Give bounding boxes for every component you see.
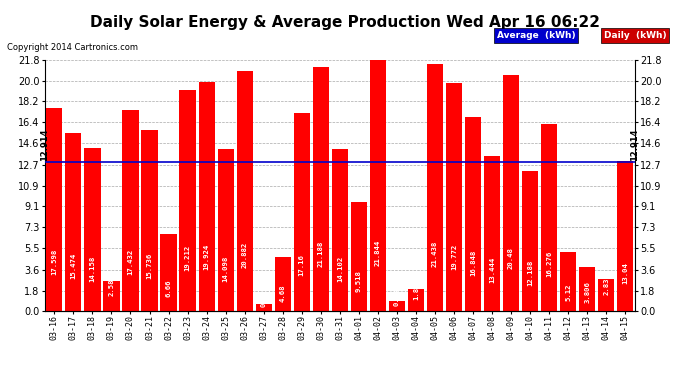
Bar <box>66 133 81 311</box>
Bar <box>351 201 367 311</box>
Bar <box>217 149 234 311</box>
Bar <box>427 64 443 311</box>
Bar <box>579 267 595 311</box>
Text: 17.16: 17.16 <box>299 254 305 276</box>
Bar <box>617 161 633 311</box>
Text: 16.848: 16.848 <box>470 250 476 276</box>
Text: 12.914: 12.914 <box>40 128 50 160</box>
Text: 21.438: 21.438 <box>432 240 438 267</box>
Text: 19.924: 19.924 <box>204 244 210 270</box>
Text: 12.188: 12.188 <box>527 260 533 286</box>
Bar <box>104 281 119 311</box>
Bar <box>408 290 424 311</box>
Bar <box>141 130 157 311</box>
Text: 1.89: 1.89 <box>413 283 419 300</box>
Text: 21.188: 21.188 <box>318 241 324 267</box>
Bar <box>370 60 386 311</box>
Bar <box>465 117 481 311</box>
Bar <box>46 108 63 311</box>
Text: 2.838: 2.838 <box>603 273 609 295</box>
Bar <box>332 149 348 311</box>
Text: 9.518: 9.518 <box>356 270 362 291</box>
Text: 14.102: 14.102 <box>337 256 343 282</box>
Bar <box>294 114 310 311</box>
Text: 15.474: 15.474 <box>70 253 77 279</box>
Text: 4.68: 4.68 <box>279 284 286 302</box>
Text: 20.48: 20.48 <box>508 247 514 269</box>
Text: 21.844: 21.844 <box>375 240 381 266</box>
Text: 17.598: 17.598 <box>51 249 57 275</box>
Text: 0.664: 0.664 <box>261 285 267 308</box>
Text: 5.12: 5.12 <box>565 283 571 301</box>
Bar <box>161 234 177 311</box>
Bar <box>522 171 538 311</box>
Bar <box>313 67 329 311</box>
Text: Copyright 2014 Cartronics.com: Copyright 2014 Cartronics.com <box>7 43 138 52</box>
Text: Average  (kWh): Average (kWh) <box>497 31 575 40</box>
Bar <box>560 252 576 311</box>
Text: 14.098: 14.098 <box>223 256 228 282</box>
Text: 0.932: 0.932 <box>394 284 400 306</box>
Text: 13.444: 13.444 <box>489 257 495 284</box>
Bar <box>275 257 290 311</box>
Text: 6.66: 6.66 <box>166 280 172 297</box>
Bar <box>237 70 253 311</box>
Bar <box>503 75 519 311</box>
Bar <box>598 279 614 311</box>
Text: 13.04: 13.04 <box>622 262 629 284</box>
Text: 19.772: 19.772 <box>451 244 457 270</box>
Text: 19.212: 19.212 <box>185 245 190 272</box>
Text: 3.806: 3.806 <box>584 282 590 303</box>
Text: 15.736: 15.736 <box>146 252 152 279</box>
Bar <box>199 82 215 311</box>
Text: 17.432: 17.432 <box>128 249 133 275</box>
Text: Daily Solar Energy & Average Production Wed Apr 16 06:22: Daily Solar Energy & Average Production … <box>90 15 600 30</box>
Text: 14.158: 14.158 <box>90 256 95 282</box>
Text: 12.914: 12.914 <box>630 128 640 160</box>
Bar <box>122 110 139 311</box>
Text: Daily  (kWh): Daily (kWh) <box>604 31 667 40</box>
Bar <box>389 300 405 311</box>
Text: 20.882: 20.882 <box>241 242 248 268</box>
Bar <box>446 83 462 311</box>
Bar <box>84 148 101 311</box>
Text: 16.276: 16.276 <box>546 251 552 278</box>
Bar <box>484 156 500 311</box>
Bar <box>541 124 558 311</box>
Bar <box>179 90 196 311</box>
Text: 2.588: 2.588 <box>108 274 115 296</box>
Bar <box>255 304 272 311</box>
